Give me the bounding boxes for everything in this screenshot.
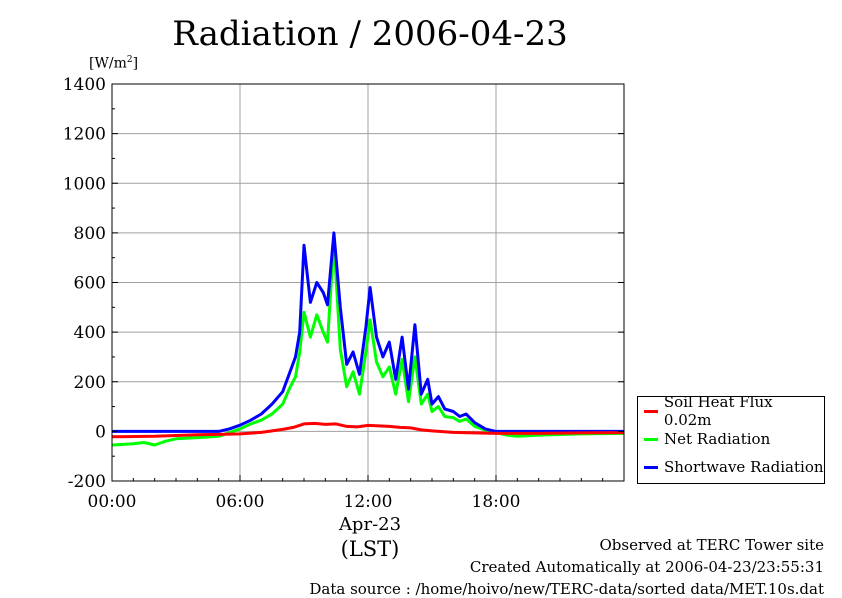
legend-label-net: Net Radiation	[664, 430, 771, 448]
footer-created: Created Automatically at 2006-04-23/23:5…	[469, 558, 824, 576]
x-tick-label: 18:00	[472, 492, 521, 512]
legend-swatch-shortwave	[644, 465, 658, 469]
legend-label-shortwave: Shortwave Radiation	[664, 458, 824, 476]
x-axis-ticks: 00:00 06:00 12:00 18:00	[88, 475, 604, 512]
series-line-shortwave-radiation	[112, 231, 624, 433]
y-axis-ticks: -200 0 200 400 600 800 1000 1200 1400	[63, 75, 624, 492]
legend-item-shortwave-radiation: Shortwave Radiation	[638, 455, 824, 479]
x-axis-date-label: Apr-23	[338, 514, 402, 535]
legend-item-net-radiation: Net Radiation	[638, 427, 770, 451]
grid-lines	[112, 84, 624, 481]
legend-label-soil: Soil Heat Flux 0.02m	[663, 393, 773, 429]
y-tick-label: 1000	[63, 174, 106, 194]
series-layer	[111, 231, 625, 447]
legend-swatch-net	[644, 437, 658, 441]
series-line-net-radiation	[111, 238, 625, 447]
y-tick-label: 600	[74, 274, 106, 294]
y-tick-label: 1200	[63, 125, 106, 145]
y-tick-label: 1400	[63, 75, 106, 95]
x-tick-label: 12:00	[344, 492, 393, 512]
unit-close: ]	[132, 55, 139, 72]
legend: Soil Heat Flux 0.02m Net Radiation Short…	[637, 393, 825, 484]
unit-text: [W/m	[89, 55, 127, 72]
y-tick-label: -200	[68, 472, 106, 492]
unit-superscript: 2	[126, 55, 133, 65]
x-tick-label: 06:00	[216, 492, 265, 512]
y-tick-label: 400	[74, 323, 106, 343]
y-tick-label: 800	[74, 224, 106, 244]
footer-data-source: Data source : /home/hoivo/new/TERC-data/…	[309, 580, 824, 598]
series-line-soil-heat-flux-0-02m	[111, 421, 625, 439]
y-tick-label: 200	[74, 373, 106, 393]
x-axis-timezone-label: (LST)	[340, 537, 400, 561]
footer-observed: Observed at TERC Tower site	[599, 536, 824, 554]
x-tick-label: 00:00	[88, 492, 137, 512]
legend-item-soil-heat-flux: Soil Heat Flux 0.02m	[638, 393, 824, 429]
y-tick-label: 0	[95, 422, 106, 442]
chart-title: Radiation / 2006-04-23	[172, 14, 568, 54]
legend-swatch-soil	[644, 409, 658, 413]
y-axis-unit-label: [W/m2]	[89, 55, 138, 72]
